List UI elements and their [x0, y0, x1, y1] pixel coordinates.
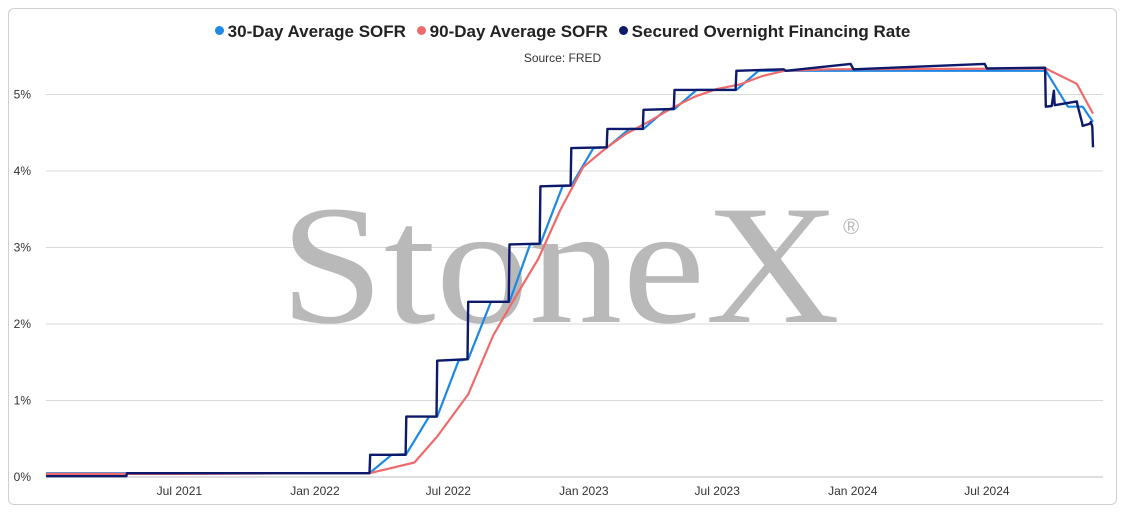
watermark: StoneX ®: [280, 171, 859, 359]
chart-frame: [8, 8, 1117, 505]
chart-legend: 30-Day Average SOFR 90-Day Average SOFR …: [0, 22, 1125, 42]
x-tick-label: Jan 2024: [828, 484, 878, 498]
series-lines: [46, 62, 1095, 478]
y-tick-label: 0%: [14, 470, 32, 484]
x-tick-label: Jul 2024: [964, 484, 1010, 498]
series-line-sofr: [46, 62, 1095, 478]
legend-swatch-90-day: [416, 26, 426, 35]
legend-swatch-sofr: [618, 26, 628, 35]
legend-swatch-30-day: [214, 26, 224, 35]
watermark-logo: StoneX: [280, 171, 840, 359]
chart-subtitle: Source: FRED: [523, 51, 602, 65]
legend-item-90-day: 90-Day Average SOFR: [416, 22, 608, 42]
x-axis-labels: Jul 2021 Jan 2022 Jul 2022 Jan 2023 Jul 2023…: [157, 484, 1010, 498]
y-tick-label: 1%: [14, 394, 32, 408]
legend-item-30-day: 30-Day Average SOFR: [214, 22, 406, 42]
y-tick-label: 5%: [14, 88, 32, 102]
watermark-registered-mark: ®: [843, 214, 859, 239]
x-tick-label: Jul 2023: [695, 484, 741, 498]
legend-label-30-day: 30-Day Average SOFR: [227, 22, 406, 41]
y-tick-label: 3%: [14, 241, 32, 255]
legend-label-sofr: Secured Overnight Financing Rate: [631, 22, 911, 41]
y-axis-labels: 0% 1% 2% 3% 4% 5%: [14, 88, 32, 485]
y-tick-label: 4%: [14, 164, 32, 178]
legend-label-90-day: 90-Day Average SOFR: [429, 22, 608, 41]
x-tick-label: Jan 2022: [290, 484, 340, 498]
gridlines: [46, 94, 1103, 478]
x-tick-label: Jul 2022: [426, 484, 472, 498]
y-tick-label: 2%: [14, 317, 32, 331]
x-tick-label: Jul 2021: [157, 484, 203, 498]
x-tick-label: Jan 2023: [559, 484, 609, 498]
legend-item-sofr: Secured Overnight Financing Rate: [618, 22, 911, 42]
